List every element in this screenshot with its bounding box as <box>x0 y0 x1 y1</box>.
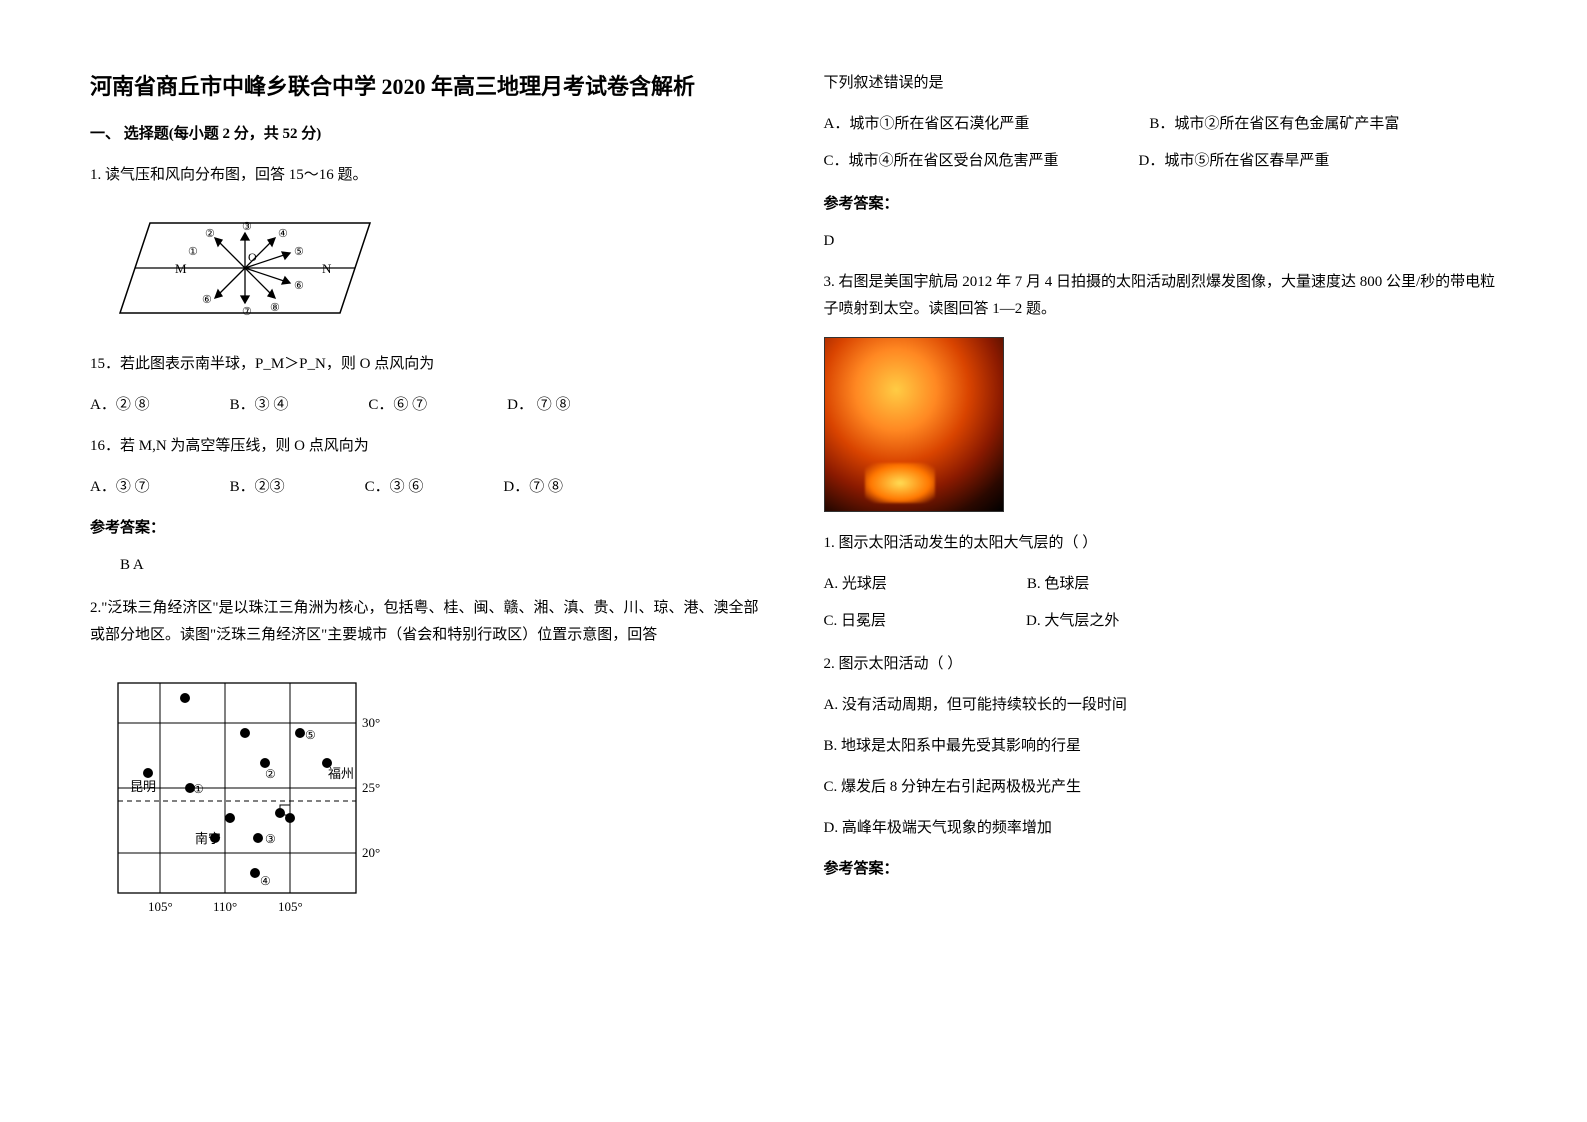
document-page: 河南省商丘市中峰乡联合中学 2020 年高三地理月考试卷含解析 一、 选择题(每… <box>90 70 1497 941</box>
svg-text:④: ④ <box>278 228 288 240</box>
opt: D．城市⑤所在省区春旱严重 <box>1139 148 1330 175</box>
sun-image <box>824 337 1004 512</box>
svg-text:②: ② <box>205 228 215 240</box>
opt: D．⑦ ⑧ <box>503 474 563 501</box>
q2-answer-label: 参考答案： <box>824 191 1498 218</box>
opt: B．城市②所在省区有色金属矿产丰富 <box>1149 111 1399 138</box>
opt: A．③ ⑦ <box>90 474 150 501</box>
label-n: N <box>322 261 332 276</box>
question-2: 2."泛珠三角经济区"是以珠江三角洲为核心，包括粤、桂、闽、赣、湘、滇、贵、川、… <box>90 595 764 923</box>
q1-opts16: A．③ ⑦ B．②③ C．③ ⑥ D．⑦ ⑧ <box>90 474 764 501</box>
opt: D. 高峰年极端天气现象的频率增加 <box>824 815 1498 842</box>
q3-sub2: 2. 图示太阳活动（ ） <box>824 651 1498 678</box>
opt: B．②③ <box>230 474 285 501</box>
svg-text:⑤: ⑤ <box>305 728 316 742</box>
svg-text:③: ③ <box>242 221 252 233</box>
section-header: 一、 选择题(每小题 2 分，共 52 分) <box>90 121 764 148</box>
opt: D． ⑦ ⑧ <box>507 392 570 419</box>
q1-answer-label: 参考答案： <box>90 515 764 542</box>
svg-text:110°: 110° <box>213 899 237 914</box>
map-figure: 30° 25° 20° 105° 110° 105° <box>90 663 764 923</box>
svg-text:105°: 105° <box>278 899 303 914</box>
q3-opts1-row2: C. 日冕层 D. 大气层之外 <box>824 608 1498 635</box>
q1-answer: B A <box>120 552 764 579</box>
svg-text:昆明: 昆明 <box>130 779 156 794</box>
svg-text:③: ③ <box>265 832 276 846</box>
opt: C．③ ⑥ <box>365 474 424 501</box>
pressure-wind-figure: M N O ② ③ ④ <box>90 203 764 333</box>
q2-answer: D <box>824 228 1498 255</box>
q2-stem: 下列叙述错误的是 <box>824 70 1498 97</box>
svg-text:⑥: ⑥ <box>294 280 304 292</box>
q3-opts1-row1: A. 光球层 B. 色球层 <box>824 571 1498 598</box>
q1-opts15: A．② ⑧ B．③ ④ C．⑥ ⑦ D． ⑦ ⑧ <box>90 392 764 419</box>
question-3: 3. 右图是美国宇航局 2012 年 7 月 4 日拍摄的太阳活动剧烈爆发图像，… <box>824 269 1498 883</box>
label-m: M <box>175 261 187 276</box>
right-column: 下列叙述错误的是 A．城市①所在省区石漠化严重 B．城市②所在省区有色金属矿产丰… <box>824 70 1498 941</box>
opt: A．② ⑧ <box>90 392 150 419</box>
left-column: 河南省商丘市中峰乡联合中学 2020 年高三地理月考试卷含解析 一、 选择题(每… <box>90 70 764 941</box>
opt: C. 爆发后 8 分钟左右引起两极极光产生 <box>824 774 1498 801</box>
opt: B. 地球是太阳系中最先受其影响的行星 <box>824 733 1498 760</box>
opt: C．城市④所在省区受台风危害严重 <box>824 148 1059 175</box>
opt: C．⑥ ⑦ <box>368 392 427 419</box>
svg-text:①: ① <box>188 246 198 258</box>
svg-text:⑤: ⑤ <box>294 246 304 258</box>
opt: A．城市①所在省区石漠化严重 <box>824 111 1030 138</box>
opt: A. 光球层 <box>824 571 887 598</box>
q3-answer-label: 参考答案： <box>824 856 1498 883</box>
svg-text:⑧: ⑧ <box>270 302 280 314</box>
svg-text:④: ④ <box>260 874 271 888</box>
svg-text:30°: 30° <box>362 715 380 730</box>
svg-text:②: ② <box>265 767 276 781</box>
q2-opts-row1: A．城市①所在省区石漠化严重 B．城市②所在省区有色金属矿产丰富 <box>824 111 1498 138</box>
svg-text:⑥: ⑥ <box>202 294 212 306</box>
opt: B．③ ④ <box>230 392 289 419</box>
opt: D. 大气层之外 <box>1026 608 1119 635</box>
q3-sub1: 1. 图示太阳活动发生的太阳大气层的（ ） <box>824 530 1498 557</box>
svg-text:福州: 福州 <box>328 766 354 781</box>
document-title: 河南省商丘市中峰乡联合中学 2020 年高三地理月考试卷含解析 <box>90 70 764 103</box>
q2-opts-row2: C．城市④所在省区受台风危害严重 D．城市⑤所在省区春旱严重 <box>824 148 1498 175</box>
q3-intro: 3. 右图是美国宇航局 2012 年 7 月 4 日拍摄的太阳活动剧烈爆发图像，… <box>824 269 1498 323</box>
q1-intro: 1. 读气压和风向分布图，回答 15～16 题。 <box>90 162 764 189</box>
q2-intro: 2."泛珠三角经济区"是以珠江三角洲为核心，包括粤、桂、闽、赣、湘、滇、贵、川、… <box>90 595 764 649</box>
svg-text:①: ① <box>193 782 204 796</box>
opt: C. 日冕层 <box>824 608 887 635</box>
svg-text:⑦: ⑦ <box>242 306 252 318</box>
svg-text:20°: 20° <box>362 845 380 860</box>
q1-sub16: 16．若 M,N 为高空等压线，则 O 点风向为 <box>90 433 764 460</box>
svg-text:25°: 25° <box>362 780 380 795</box>
svg-text:南宁: 南宁 <box>195 831 221 846</box>
opt: B. 色球层 <box>1027 571 1090 598</box>
opt: A. 没有活动周期，但可能持续较长的一段时间 <box>824 692 1498 719</box>
svg-text:105°: 105° <box>148 899 173 914</box>
q1-sub15: 15．若此图表示南半球，P_M＞P_N，则 O 点风向为 <box>90 351 764 378</box>
question-1: 1. 读气压和风向分布图，回答 15～16 题。 M N O <box>90 162 764 579</box>
